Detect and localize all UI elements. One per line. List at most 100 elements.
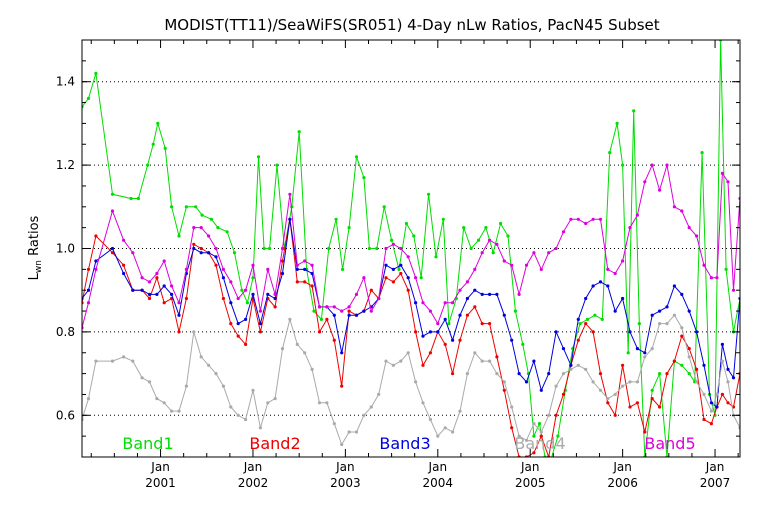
- band3-point: [613, 309, 617, 313]
- band3-point: [428, 330, 432, 334]
- band1-point: [156, 121, 160, 125]
- y-tick-label: 0.6: [56, 408, 75, 422]
- band2-point: [532, 451, 536, 455]
- band4-point: [715, 392, 719, 396]
- band5-point: [635, 213, 640, 217]
- band5-point: [561, 230, 566, 234]
- band3-point: [709, 401, 714, 405]
- band2-point: [628, 405, 632, 409]
- band2-point: [221, 296, 225, 301]
- band4-point: [621, 384, 625, 388]
- band5-point: [310, 263, 314, 267]
- band2-point: [709, 422, 714, 426]
- band5-point: [317, 305, 322, 309]
- band5-point: [720, 171, 725, 175]
- band1-point: [319, 317, 323, 321]
- band1-point: [146, 163, 150, 167]
- band1-point: [262, 246, 266, 251]
- band3-point: [162, 284, 166, 288]
- band1-point: [367, 246, 371, 251]
- band5-point: [680, 209, 684, 213]
- band5-point: [199, 226, 203, 230]
- band1-point: [170, 205, 174, 209]
- band2-point: [273, 305, 277, 309]
- band5-point: [251, 263, 255, 267]
- band4-point: [399, 359, 403, 363]
- band4-series: [82, 313, 740, 447]
- band2-point: [332, 338, 336, 342]
- band4-point: [720, 359, 725, 363]
- band2-point: [86, 267, 91, 271]
- band5-point: [621, 259, 625, 263]
- band3-point: [443, 317, 447, 321]
- band5-point: [436, 322, 440, 326]
- band5-point: [569, 217, 573, 221]
- band1-point: [184, 205, 188, 209]
- band2-point: [451, 372, 455, 376]
- band4-point: [628, 380, 632, 384]
- band5-point: [517, 292, 521, 296]
- band3-point: [147, 292, 152, 296]
- band3-point: [399, 263, 403, 267]
- band1-point: [626, 351, 630, 355]
- band4-point: [406, 351, 410, 355]
- band4-point: [414, 380, 418, 384]
- band4-point: [266, 401, 270, 405]
- band3-point: [720, 342, 725, 346]
- band1-point: [194, 205, 198, 209]
- band2-point: [147, 296, 152, 301]
- band2-point: [310, 284, 314, 288]
- band4-point: [584, 367, 588, 371]
- band3-point: [362, 309, 366, 313]
- band4-point: [451, 430, 455, 434]
- band5-point: [613, 271, 617, 276]
- band4-point: [122, 355, 126, 359]
- band1-point: [362, 176, 366, 180]
- band3-point: [155, 292, 159, 296]
- band5-point: [451, 301, 455, 305]
- band3-point: [288, 217, 292, 221]
- band5-point: [369, 309, 373, 313]
- band3-point: [473, 288, 477, 292]
- band1-point: [129, 196, 133, 201]
- band1-point: [354, 155, 359, 159]
- band5-point: [606, 267, 610, 271]
- band2-point: [177, 330, 181, 334]
- band4-point: [650, 347, 654, 351]
- band5-point: [354, 292, 359, 296]
- band4-point: [369, 405, 373, 409]
- x-tick-year: 2002: [238, 476, 269, 490]
- band4-point: [207, 363, 211, 367]
- x-tick-month: Jan: [705, 460, 725, 474]
- band4-point: [162, 401, 166, 405]
- band4-point: [236, 413, 240, 417]
- band4-point: [547, 413, 551, 417]
- band5-point: [207, 234, 211, 238]
- band2-point: [465, 313, 469, 317]
- band3-point: [702, 363, 706, 367]
- band5-point: [576, 217, 580, 221]
- band1-point: [334, 217, 338, 221]
- band1-point: [621, 163, 625, 167]
- band3-point: [221, 276, 225, 280]
- band5-point: [731, 288, 736, 292]
- band2-legend-label: Band2: [249, 434, 300, 453]
- band2-point: [303, 280, 307, 284]
- band1-point: [216, 226, 220, 230]
- band5-point: [155, 271, 159, 276]
- band2-point: [621, 363, 625, 367]
- band2-point: [584, 322, 588, 326]
- band4-point: [672, 313, 677, 317]
- band3-point: [347, 313, 351, 317]
- band1-point: [347, 226, 351, 230]
- band1-point: [297, 130, 301, 134]
- band3-point: [591, 284, 595, 288]
- band2-point: [680, 334, 684, 338]
- band2-point: [502, 388, 506, 392]
- x-tick-month: Jan: [428, 460, 448, 474]
- band4-point: [643, 355, 647, 359]
- band5-point: [488, 238, 492, 242]
- band2-point: [576, 338, 580, 342]
- band1-point: [632, 109, 636, 113]
